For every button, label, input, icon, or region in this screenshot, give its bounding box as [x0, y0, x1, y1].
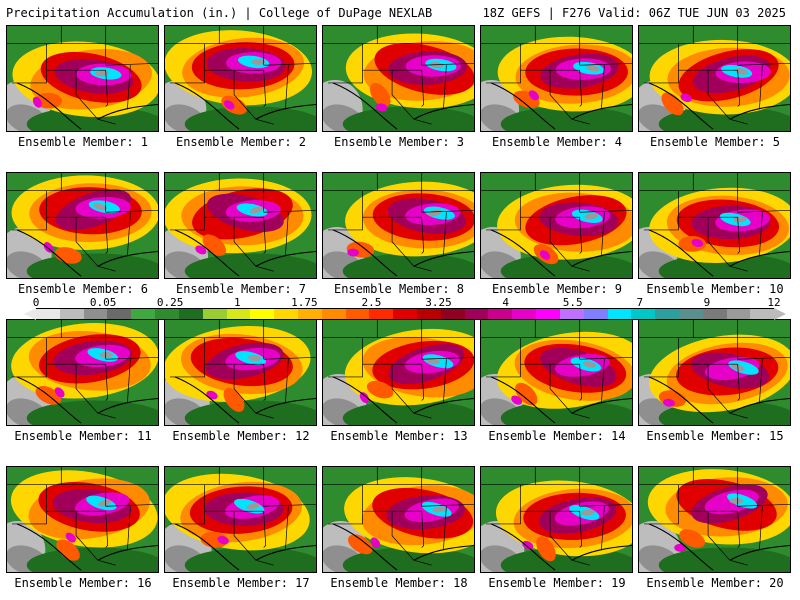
ensemble-member-label: Ensemble Member: 19	[488, 576, 626, 590]
colorbar-swatch	[155, 309, 179, 319]
colorbar-swatch	[131, 309, 156, 319]
colorbar-swatch	[464, 309, 489, 319]
ensemble-member-label: Ensemble Member: 11	[14, 429, 152, 443]
ensemble-member-map	[164, 319, 317, 426]
colorbar-swatch	[607, 309, 632, 319]
colorbar-tick-label: 12	[767, 296, 781, 309]
ensemble-member-label: Ensemble Member: 10	[646, 282, 784, 296]
ensemble-member-label: Ensemble Member: 15	[646, 429, 784, 443]
ensemble-member-label: Ensemble Member: 2	[175, 135, 307, 149]
ensemble-member-label: Ensemble Member: 8	[333, 282, 465, 296]
colorbar-tick-label: 3.25	[425, 296, 452, 309]
ensemble-member-map	[6, 172, 159, 279]
ensemble-member-label: Ensemble Member: 5	[649, 135, 781, 149]
colorbar-swatch	[36, 309, 60, 319]
ensemble-member-map	[322, 172, 475, 279]
colorbar-tick-label: 1.75	[291, 296, 318, 309]
colorbar-swatch	[536, 309, 560, 319]
colorbar-swatch	[702, 309, 727, 319]
ensemble-member-label: Ensemble Member: 6	[17, 282, 149, 296]
ensemble-member-label: Ensemble Member: 17	[172, 576, 310, 590]
colorbar-tick-label: 0.05	[89, 296, 117, 309]
ensemble-member-map	[638, 466, 791, 573]
ensemble-member-map	[638, 319, 791, 426]
ensemble-member-map	[480, 466, 633, 573]
ensemble-member-label: Ensemble Member: 16	[14, 576, 152, 590]
ensemble-member-label: Ensemble Member: 18	[330, 576, 468, 590]
colorbar-swatch	[488, 309, 513, 319]
colorbar-swatch	[417, 309, 441, 319]
ensemble-member-label: Ensemble Member: 4	[491, 135, 623, 149]
ensemble-member-label: Ensemble Member: 3	[333, 135, 465, 149]
colorbar-swatch	[631, 309, 656, 319]
colorbar-swatch	[583, 309, 608, 319]
colorbar-tick-label: 5.5	[562, 296, 583, 309]
ensemble-member-map	[164, 25, 317, 132]
ensemble-member-map	[638, 172, 791, 279]
ensemble-member-label: Ensemble Member: 1	[17, 135, 149, 149]
colorbar-tick-label: 4	[502, 296, 509, 309]
colorbar-swatch	[559, 309, 584, 319]
ensemble-member-map	[6, 466, 159, 573]
colorbar-swatch	[202, 309, 227, 319]
ensemble-member-map	[6, 25, 159, 132]
ensemble-member-label: Ensemble Member: 14	[488, 429, 626, 443]
ensemble-member-map	[322, 466, 475, 573]
colorbar-tick-label: 2.5	[361, 296, 382, 309]
ensemble-member-map	[322, 319, 475, 426]
model-valid-time: 18Z GEFS | F276 Valid: 06Z TUE JUN 03 20…	[482, 6, 786, 20]
colorbar-labels: 0 0.05 0.25 1 1.75 2.5 3.25 4 5.5 7 9 12	[24, 296, 786, 309]
colorbar-tick-label: 0.25	[156, 296, 184, 309]
ensemble-member-map	[480, 172, 633, 279]
ensemble-member-map	[480, 319, 633, 426]
colorbar-swatch	[83, 309, 108, 319]
colorbar-left-arrow	[24, 308, 36, 320]
page-title: Precipitation Accumulation (in.) | Colle…	[6, 6, 433, 20]
colorbar-swatch	[226, 309, 251, 319]
colorbar-swatch	[393, 309, 417, 319]
colorbar-swatch	[750, 309, 775, 319]
ensemble-member-map	[164, 466, 317, 573]
ensemble-member-map	[480, 25, 633, 132]
colorbar-scale	[36, 308, 775, 320]
ensemble-member-label: Ensemble Member: 7	[175, 282, 307, 296]
colorbar-swatch	[250, 309, 275, 319]
ensemble-member-map	[6, 319, 159, 426]
colorbar-right-arrow	[774, 308, 786, 320]
ensemble-member-label: Ensemble Member: 13	[330, 429, 468, 443]
colorbar-swatch	[678, 309, 703, 319]
ensemble-member-map	[638, 25, 791, 132]
colorbar-swatch	[59, 309, 84, 319]
colorbar-swatch	[345, 309, 370, 319]
colorbar-swatch	[321, 309, 346, 319]
colorbar-swatch	[178, 309, 203, 319]
ensemble-member-label: Ensemble Member: 12	[172, 429, 310, 443]
ensemble-member-label: Ensemble Member: 9	[491, 282, 623, 296]
colorbar-swatch	[274, 309, 298, 319]
ensemble-member-label: Ensemble Member: 20	[646, 576, 784, 590]
colorbar-swatch	[440, 309, 465, 319]
colorbar-tick-label: 7	[636, 296, 644, 309]
colorbar-swatch	[369, 309, 394, 319]
colorbar-swatch	[655, 309, 679, 319]
colorbar-swatch	[107, 309, 132, 319]
colorbar	[24, 308, 786, 320]
colorbar-tick-label: 1	[233, 296, 241, 309]
colorbar-tick-label: 0	[32, 296, 40, 309]
colorbar-swatch	[297, 309, 322, 319]
ensemble-member-map	[164, 172, 317, 279]
ensemble-member-map	[322, 25, 475, 132]
colorbar-tick-label: 9	[703, 296, 711, 309]
colorbar-swatch	[726, 309, 751, 319]
colorbar-swatch	[512, 309, 537, 319]
